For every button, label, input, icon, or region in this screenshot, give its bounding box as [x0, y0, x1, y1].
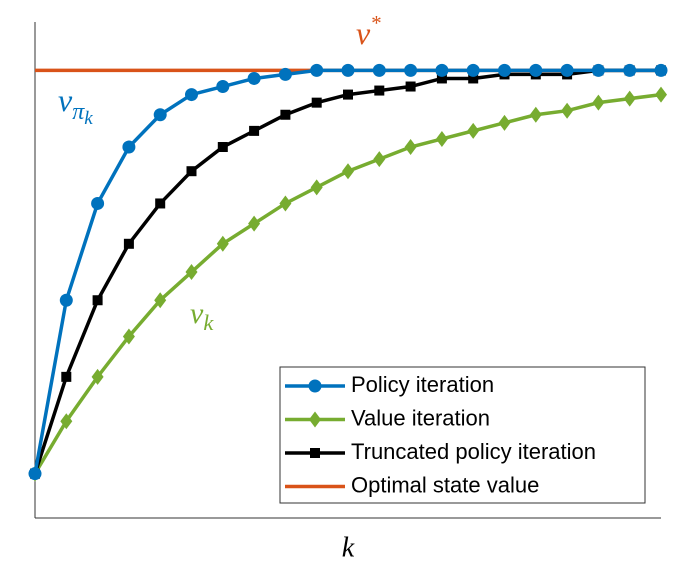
marker: [592, 94, 605, 111]
marker: [91, 196, 105, 210]
annotation-part: k: [203, 310, 214, 335]
marker: [467, 122, 480, 139]
marker: [280, 109, 291, 120]
marker: [279, 195, 292, 212]
legend-marker: [308, 379, 322, 393]
marker: [529, 63, 543, 77]
marker: [655, 86, 667, 103]
marker: [498, 63, 511, 77]
marker: [436, 73, 447, 84]
annotation-part: *: [370, 12, 381, 35]
marker: [91, 368, 104, 385]
marker: [153, 108, 167, 122]
marker: [92, 295, 103, 306]
marker: [341, 63, 355, 77]
marker: [154, 292, 167, 309]
marker: [247, 71, 261, 85]
marker: [185, 88, 198, 102]
marker: [155, 198, 166, 209]
marker: [435, 130, 448, 147]
marker: [310, 63, 324, 77]
marker: [560, 63, 574, 77]
marker: [28, 467, 42, 481]
x-axis-label: k: [342, 532, 355, 563]
marker: [435, 63, 449, 77]
marker: [123, 238, 134, 249]
marker: [561, 102, 574, 119]
marker: [185, 264, 198, 281]
annotation: v*: [356, 12, 381, 52]
marker: [122, 328, 135, 345]
marker: [591, 63, 605, 77]
marker: [529, 106, 542, 123]
annotation-part: v: [356, 15, 371, 51]
legend: [279, 366, 646, 504]
marker: [623, 63, 637, 77]
marker: [623, 90, 636, 107]
marker: [311, 97, 322, 108]
marker: [654, 63, 668, 77]
annotation-part: v: [190, 297, 204, 330]
marker: [372, 63, 386, 77]
marker: [217, 142, 228, 153]
marker: [216, 235, 229, 252]
marker: [343, 89, 353, 100]
marker: [248, 215, 261, 232]
legend-label: Optimal state value: [351, 472, 539, 497]
marker: [186, 166, 197, 177]
annotation-part: π: [72, 99, 85, 125]
marker: [466, 63, 480, 77]
marker: [405, 81, 416, 92]
marker: [59, 293, 73, 307]
marker: [122, 140, 136, 154]
marker: [373, 151, 386, 168]
annotation-part: k: [84, 108, 93, 129]
legend-marker: [309, 411, 321, 428]
marker: [498, 114, 511, 131]
marker: [278, 67, 292, 81]
annotation-part: v: [58, 82, 73, 118]
marker: [216, 80, 230, 94]
marker: [342, 163, 354, 180]
legend-label: Policy iteration: [351, 372, 494, 397]
marker: [404, 63, 418, 77]
marker: [60, 413, 73, 430]
legend-marker: [310, 448, 320, 458]
legend-label: Value iteration: [351, 405, 490, 430]
annotation: vk: [190, 297, 214, 335]
legend-label: Truncated policy iteration: [351, 439, 596, 464]
marker: [310, 179, 323, 196]
annotation: vπk: [58, 82, 93, 129]
marker: [374, 85, 385, 96]
marker: [249, 125, 260, 136]
marker: [468, 73, 479, 84]
marker: [61, 371, 72, 382]
marker: [404, 139, 417, 156]
